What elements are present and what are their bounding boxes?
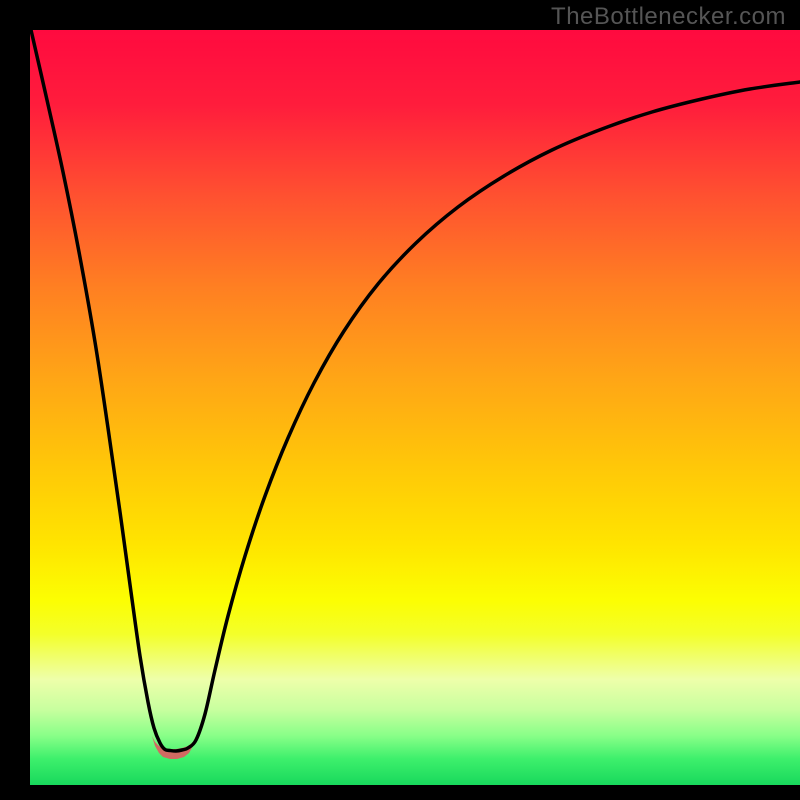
plot-background-gradient [30, 30, 800, 785]
watermark-text: TheBottlenecker.com [551, 3, 786, 31]
chart-container: TheBottlenecker.com [0, 0, 800, 800]
